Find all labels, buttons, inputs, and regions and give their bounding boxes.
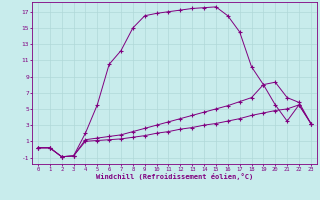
X-axis label: Windchill (Refroidissement éolien,°C): Windchill (Refroidissement éolien,°C): [96, 173, 253, 180]
